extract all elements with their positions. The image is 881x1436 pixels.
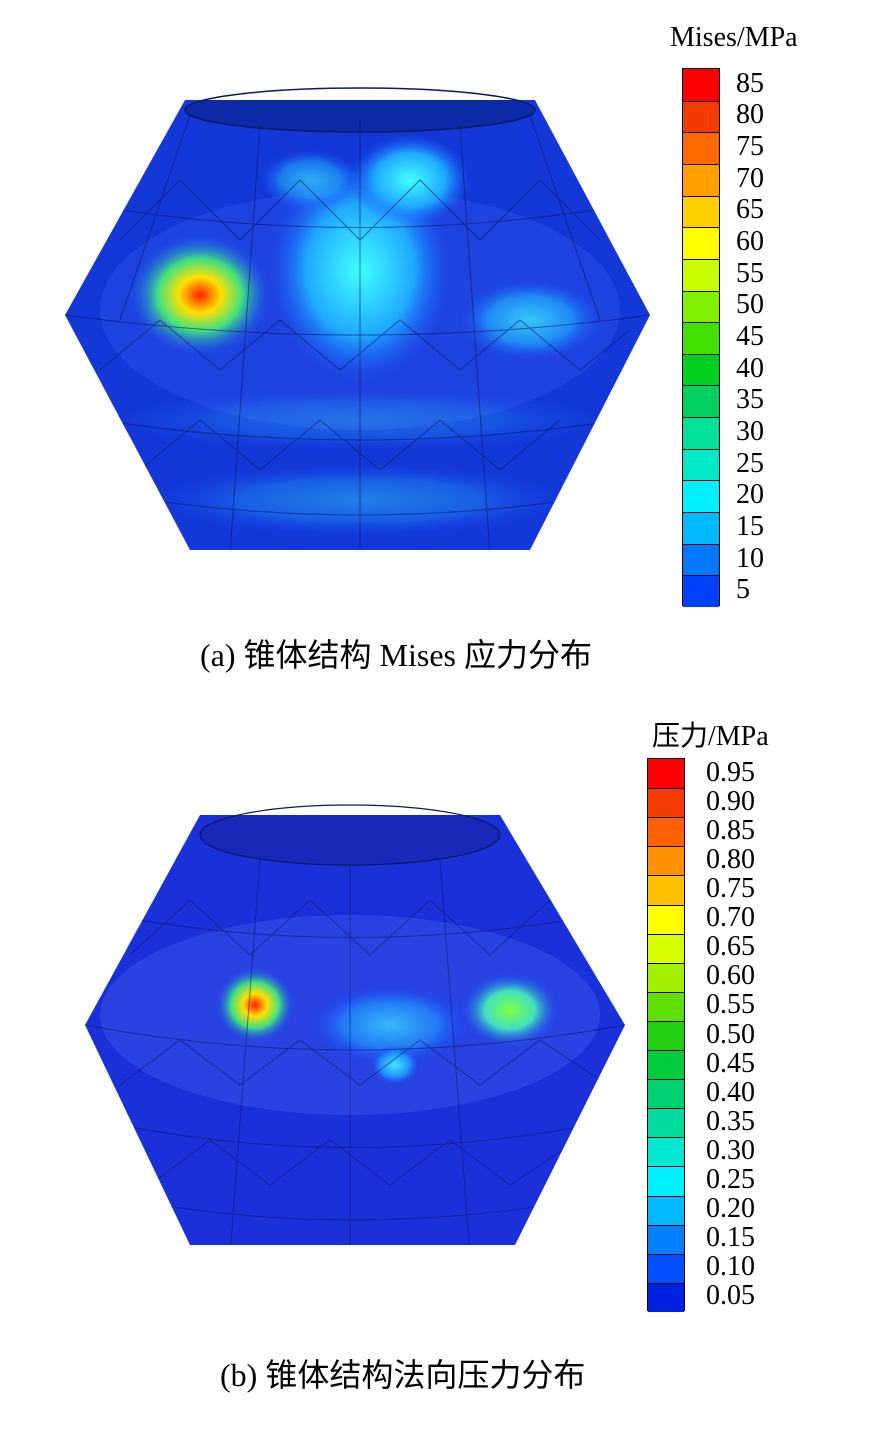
legend-color-swatch — [683, 512, 719, 544]
legend-tick-label: 65 — [736, 194, 764, 226]
legend-color-swatch — [648, 1137, 684, 1167]
legend-title: 压力/MPa — [652, 721, 769, 752]
legend-color-swatch — [683, 322, 719, 354]
legend-color-swatch — [648, 759, 684, 789]
legend-tick-label: 0.95 — [706, 756, 755, 788]
legend-tick-label: 0.35 — [706, 1105, 755, 1137]
legend-color-swatch — [648, 1253, 684, 1283]
mises-stress-cone-model — [65, 87, 650, 550]
legend-color-swatch — [683, 69, 719, 101]
legend-tick-label: 0.40 — [706, 1076, 755, 1108]
legend-tick-label: 75 — [736, 131, 764, 163]
panel-b: 压力/MPa 0.95 0.90 0.85 0.80 0.75 0.70 0.65 0.60 0… — [0, 700, 881, 1436]
legend-color-swatch — [648, 933, 684, 963]
figure-caption-a: (a) 锥体结构 Mises 应力分布 — [200, 637, 592, 673]
legend-tick-label: 45 — [736, 321, 764, 352]
legend-tick-label: 0.75 — [706, 872, 755, 904]
legend-tick-label: 55 — [736, 257, 764, 289]
legend-color-swatch — [683, 543, 719, 576]
legend-color-swatch — [648, 817, 684, 847]
legend-tick-label: 0.10 — [706, 1251, 755, 1283]
legend-tick-label: 10 — [736, 542, 764, 574]
legend-color-swatch — [683, 163, 719, 196]
legend-color-swatch — [683, 195, 719, 228]
color-legend-bar — [647, 758, 685, 1312]
legend-color-swatch — [648, 991, 684, 1021]
legend-tick-label: 0.90 — [706, 785, 755, 817]
legend-color-swatch — [648, 962, 684, 992]
panel-a: Mises/MPa 85 80 75 70 65 60 55 50 45 40 35 30 25 20 15… — [0, 0, 881, 700]
legend-tick-label: 0.30 — [706, 1134, 755, 1166]
legend-tick-label: 0.60 — [706, 960, 755, 992]
legend-color-swatch — [683, 227, 719, 259]
legend-color-swatch — [648, 1020, 684, 1051]
legend-tick-label: 0.70 — [706, 902, 755, 934]
legend-tick-label: 0.55 — [706, 989, 755, 1021]
legend-title: Mises/MPa — [670, 22, 798, 53]
legend-tick-label: 80 — [736, 99, 764, 131]
legend-tick-label: 40 — [736, 352, 764, 384]
legend-tick-label: 0.05 — [706, 1280, 755, 1312]
legend-tick-label: 0.50 — [706, 1018, 755, 1050]
legend-tick-label: 25 — [736, 447, 764, 479]
legend-tick-label: 0.15 — [706, 1222, 755, 1254]
figure-caption-b: (b) 锥体结构法向压力分布 — [220, 1357, 586, 1393]
legend-color-swatch — [683, 385, 719, 418]
color-legend-bar — [682, 68, 720, 607]
legend-color-swatch — [683, 132, 719, 164]
legend-tick-label: 50 — [736, 289, 764, 321]
legend-color-swatch — [648, 1079, 684, 1109]
legend-tick-label: 0.25 — [706, 1164, 755, 1196]
legend-color-swatch — [683, 575, 719, 607]
legend-color-swatch — [648, 1166, 684, 1196]
legend-color-swatch — [648, 788, 684, 818]
legend-tick-label: 30 — [736, 415, 764, 447]
legend-color-swatch — [683, 100, 719, 133]
legend-color-swatch — [683, 353, 719, 386]
legend-tick-label: 0.20 — [706, 1193, 755, 1225]
legend-color-swatch — [683, 480, 719, 513]
legend-tick-label: 85 — [736, 67, 764, 99]
legend-color-swatch — [648, 1282, 684, 1312]
legend-color-swatch — [683, 448, 719, 481]
legend-tick-label: 0.80 — [706, 843, 755, 875]
legend-color-swatch — [648, 1108, 684, 1138]
legend-color-swatch — [648, 875, 684, 905]
legend-tick-label: 0.45 — [706, 1047, 755, 1079]
legend-tick-label: 0.65 — [706, 931, 755, 963]
legend-tick-label: 20 — [736, 479, 764, 511]
legend-color-swatch — [648, 1195, 684, 1225]
legend-color-swatch — [683, 417, 719, 449]
legend-tick-label: 15 — [736, 510, 764, 542]
legend-color-swatch — [648, 1224, 684, 1254]
legend-tick-label: 60 — [736, 226, 764, 258]
legend-color-swatch — [683, 258, 719, 291]
legend-color-swatch — [648, 846, 684, 876]
normal-pressure-cone-model — [85, 804, 625, 1245]
legend-tick-label: 70 — [736, 162, 764, 194]
legend-tick-label: 5 — [736, 574, 750, 606]
legend-color-swatch — [648, 904, 684, 934]
legend-color-swatch — [648, 1050, 684, 1080]
legend-tick-label: 0.85 — [706, 814, 755, 846]
legend-color-swatch — [683, 290, 719, 323]
legend-tick-label: 35 — [736, 384, 764, 416]
